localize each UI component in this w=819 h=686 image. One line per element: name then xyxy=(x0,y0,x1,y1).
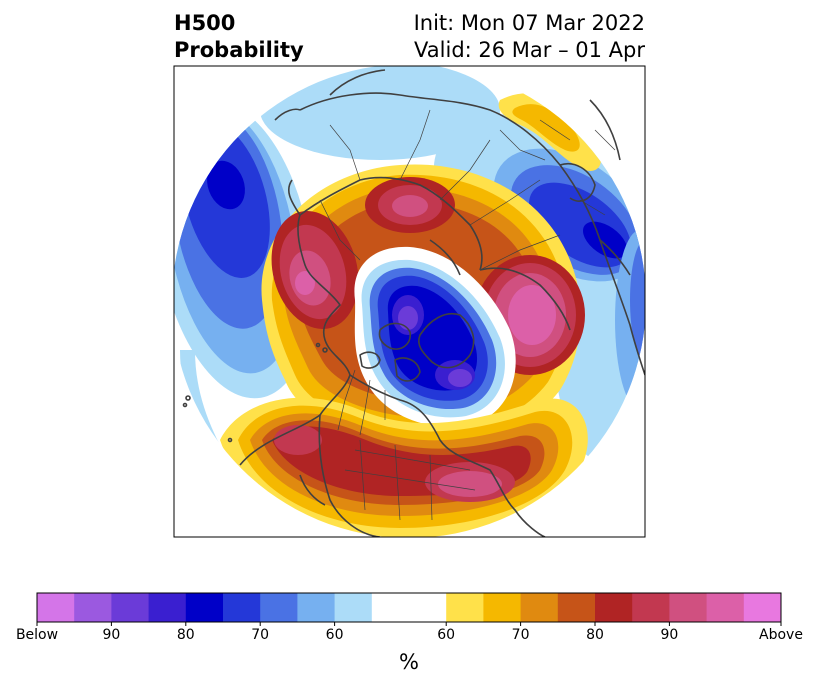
northeast-above-anomaly xyxy=(498,93,602,171)
colorbar-below-swatch-2 xyxy=(74,593,112,622)
colorbar-below-swatch-9 xyxy=(334,593,373,622)
probability-field xyxy=(174,66,645,537)
central-below-anomaly xyxy=(361,259,505,418)
map-title: H500 Probability xyxy=(174,10,304,64)
colorbar-above-swatch-4 xyxy=(557,593,596,622)
colorbar-above-swatch-1 xyxy=(446,593,484,622)
field-name: H500 xyxy=(174,11,236,35)
colorbar-tick-label: 60 xyxy=(325,627,344,643)
colorbar-tick-label: 70 xyxy=(511,627,530,643)
colorbar-below-swatch-8 xyxy=(297,593,336,622)
colorbar-above-swatch-5 xyxy=(595,593,633,622)
forecast-dates: Init: Mon 07 Mar 2022 Valid: 26 Mar – 01… xyxy=(380,10,645,64)
colorbar-tick-label: 90 xyxy=(660,627,679,643)
colorbar-neutral-swatch xyxy=(371,593,447,622)
colorbar-tick-label: 60 xyxy=(437,627,456,643)
colorbar-tick-label: 80 xyxy=(586,627,604,643)
south-above-anomaly xyxy=(220,397,588,537)
colorbar-border xyxy=(36,592,782,623)
colorbar-above-swatch-6 xyxy=(632,593,670,622)
colorbar-above-swatch-3 xyxy=(520,593,559,622)
colorbar-above-swatch-9 xyxy=(743,593,782,622)
colorbar-unit: % xyxy=(399,650,419,674)
product-name: Probability xyxy=(174,38,304,62)
colorbar-tick-label: 70 xyxy=(251,627,270,643)
colorbar-below-swatch-5 xyxy=(185,593,224,622)
colorbar-below-swatch-4 xyxy=(148,593,187,622)
colorbar-tick-label: 80 xyxy=(176,627,195,643)
colorbar xyxy=(36,592,782,626)
init-date: Init: Mon 07 Mar 2022 xyxy=(413,11,645,35)
colorbar-below-swatch-6 xyxy=(223,593,261,622)
coastlines xyxy=(182,69,645,537)
colorbar-below-swatch-7 xyxy=(260,593,298,622)
colorbar-above-swatch-7 xyxy=(669,593,708,622)
colorbar-tick-label: 90 xyxy=(102,627,121,643)
colorbar-below-swatch-3 xyxy=(111,593,150,622)
valid-range: Valid: 26 Mar – 01 Apr xyxy=(414,38,645,62)
colorbar-tick-label: Below xyxy=(15,627,59,643)
colorbar-below-swatch-1 xyxy=(37,593,75,622)
colorbar-above-swatch-8 xyxy=(706,593,745,622)
borders xyxy=(319,109,616,521)
colorbar-above-swatch-2 xyxy=(483,593,522,622)
map-frame xyxy=(173,65,646,538)
colorbar-tick-label: Above xyxy=(759,627,803,643)
